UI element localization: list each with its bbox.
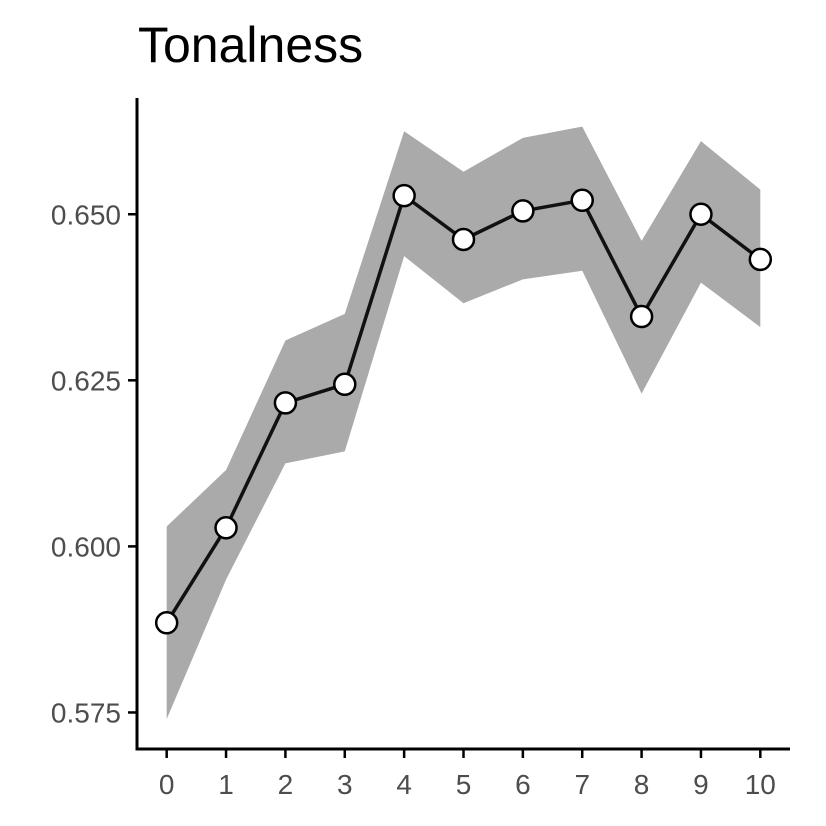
confidence-band-layer — [166, 126, 761, 720]
data-point — [748, 247, 773, 272]
x-tick-label: 10 — [745, 769, 776, 800]
y-tick-label: 0.575 — [51, 697, 121, 728]
data-point — [154, 611, 179, 635]
y-tick-label: 0.625 — [51, 365, 121, 396]
x-tick-label: 5 — [456, 769, 472, 800]
data-point — [689, 202, 713, 226]
chart-title: Tonalness — [138, 17, 363, 73]
x-tick-label: 4 — [396, 769, 412, 800]
data-point — [629, 304, 654, 329]
x-axis: 0 1 2 3 4 5 6 7 8 9 10 — [135, 747, 790, 800]
x-tick-label: 7 — [574, 769, 590, 800]
data-point — [333, 372, 357, 397]
series-markers-layer — [154, 183, 773, 635]
data-point — [451, 227, 476, 252]
x-tick-label: 1 — [218, 769, 234, 800]
x-tick-label: 0 — [159, 769, 175, 800]
y-tick-label: 0.650 — [51, 199, 121, 230]
data-point — [214, 516, 238, 540]
data-point — [392, 183, 416, 208]
y-tick-label: 0.600 — [51, 531, 121, 562]
data-point — [511, 199, 535, 223]
x-tick-label: 8 — [634, 769, 650, 800]
y-axis: 0.575 0.600 0.625 0.650 — [51, 98, 139, 751]
x-tick-label: 2 — [278, 769, 294, 800]
confidence-band — [166, 126, 761, 720]
data-point — [273, 391, 298, 415]
data-point — [570, 188, 594, 213]
x-tick-label: 9 — [693, 769, 709, 800]
x-tick-label: 3 — [337, 769, 353, 800]
x-tick-label: 6 — [515, 769, 531, 800]
